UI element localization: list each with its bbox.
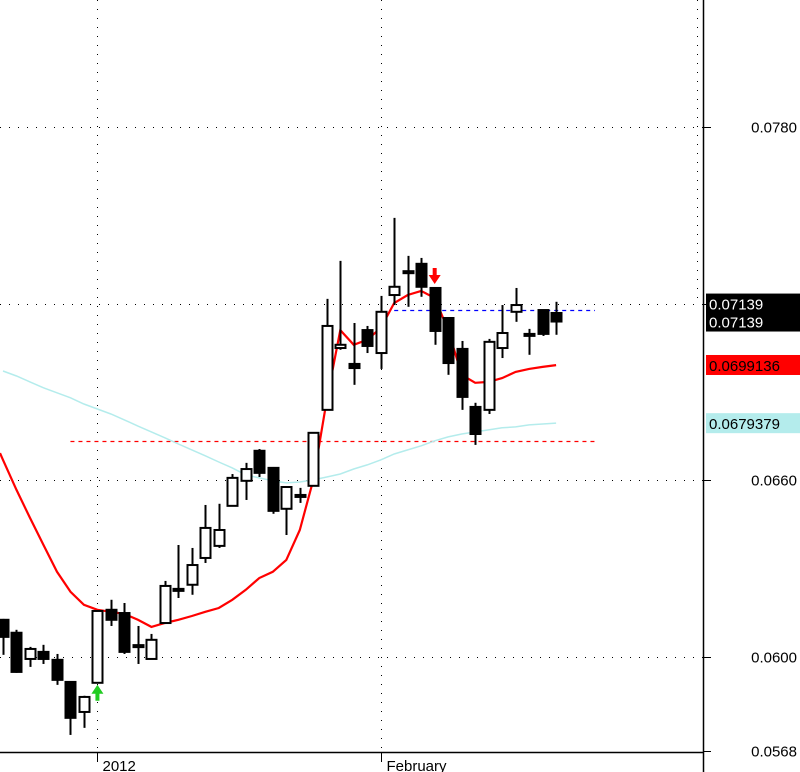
price-label-box	[706, 354, 800, 375]
candle-body	[294, 493, 307, 498]
moving-averages	[0, 289, 557, 629]
y-tick-label: 0.0600	[751, 650, 797, 667]
candle-body	[510, 304, 523, 313]
candle-body	[348, 362, 361, 370]
price-label: 0.0699136	[709, 358, 780, 375]
grid	[0, 0, 703, 752]
candle-body	[213, 528, 226, 547]
candle-body	[118, 612, 131, 653]
candle-body	[321, 324, 334, 411]
candle-body	[483, 340, 496, 411]
price-label-box	[706, 311, 800, 332]
candle-body	[415, 262, 428, 288]
candle-body	[253, 449, 266, 474]
ma-fast-line	[0, 289, 557, 629]
candle-body	[37, 650, 50, 660]
candle-body	[375, 310, 388, 355]
candle-body	[361, 329, 374, 347]
candle-body	[145, 638, 158, 660]
price-label: 0.07139	[709, 315, 763, 332]
candle-body	[64, 680, 77, 719]
candle-body	[456, 347, 469, 398]
candle-body	[51, 658, 64, 681]
candle-body	[0, 618, 10, 638]
candle-body	[105, 608, 118, 621]
candle-body	[280, 486, 293, 510]
candle-body	[132, 644, 145, 649]
candle-body	[402, 270, 415, 275]
candle-body	[429, 286, 442, 332]
y-tick-label: 0.0780	[751, 120, 797, 137]
candle-body	[226, 476, 239, 507]
price-label: 0.07139	[709, 297, 763, 314]
candle-body	[186, 564, 199, 586]
arrow-down-icon	[428, 267, 441, 284]
candle-body	[267, 466, 280, 512]
candle-body	[199, 526, 212, 559]
arrow-up-icon	[91, 684, 104, 701]
price-label-box	[706, 293, 800, 314]
signals	[91, 267, 441, 701]
ma-slow-line	[2, 370, 557, 484]
candle-body	[24, 647, 37, 660]
candle-body	[78, 695, 91, 713]
level-lines	[70, 309, 595, 443]
candles	[0, 217, 563, 735]
price-label: 0.0679379	[709, 416, 780, 433]
price-label-box	[706, 413, 800, 434]
candle-body	[240, 468, 253, 482]
candle-body	[469, 405, 482, 436]
candle-body	[442, 316, 455, 365]
candle-body	[10, 631, 23, 673]
candle-body	[496, 332, 509, 350]
candle-body	[334, 343, 347, 350]
candle-body	[523, 332, 536, 337]
candle-body	[537, 309, 550, 335]
y-tick-label: 0.0568	[751, 744, 797, 761]
candle-body	[550, 311, 563, 323]
candle-body	[307, 431, 320, 487]
x-tick-label: February	[387, 758, 448, 772]
candle-body	[172, 587, 185, 592]
candle-body	[91, 609, 104, 684]
x-tick-label: 2012	[103, 758, 136, 772]
candle-body	[159, 584, 172, 625]
y-tick-label: 0.0660	[751, 473, 797, 490]
candle-body	[388, 285, 401, 297]
